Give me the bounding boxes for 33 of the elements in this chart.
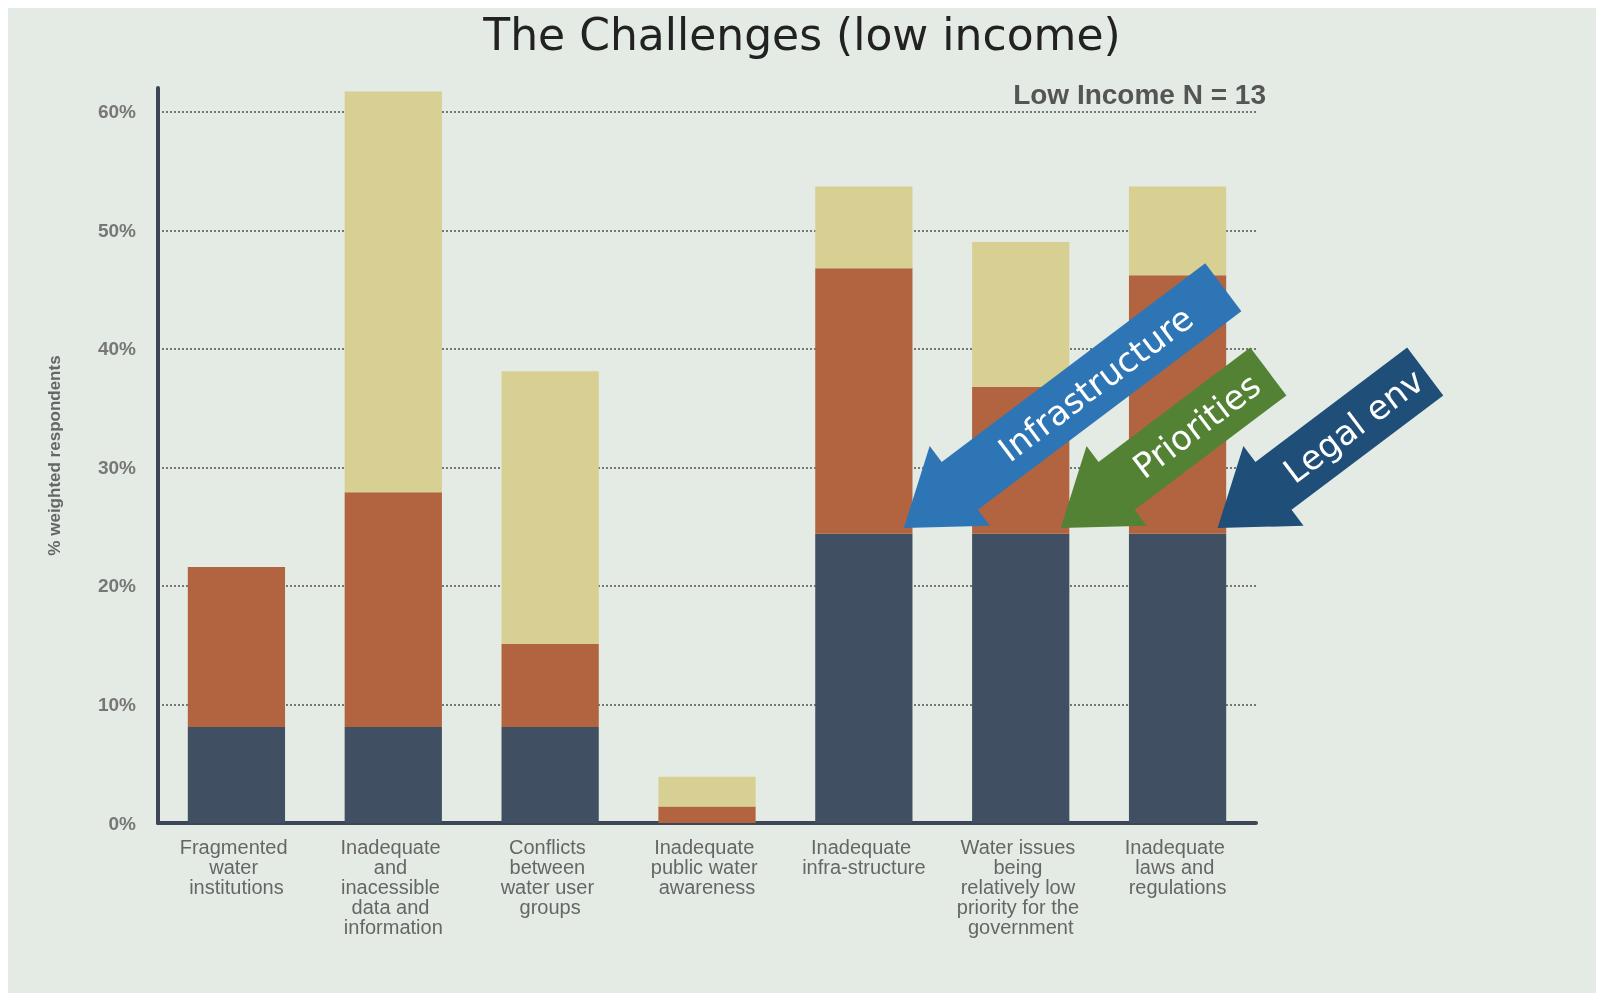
x-tick-label: Inadequate laws and regulations	[1124, 836, 1231, 898]
y-tick-label: 0%	[108, 812, 137, 834]
annotation: Low Income N = 13	[1013, 78, 1267, 110]
x-tick-label: Inadequate and inacessible data and information	[340, 836, 447, 938]
bar	[501, 643, 599, 727]
bar	[815, 268, 913, 534]
bar	[658, 776, 756, 807]
x-tick-label: Inadequate infra-structure	[802, 836, 926, 878]
bar	[344, 492, 442, 727]
y-tick-label: 40%	[97, 338, 137, 360]
bar	[972, 533, 1070, 823]
y-tick-label: 10%	[97, 693, 137, 715]
chart-title: The Challenges (low income)	[482, 8, 1121, 60]
bar	[501, 726, 599, 823]
bar	[815, 533, 913, 823]
y-tick-label: 60%	[97, 101, 137, 123]
bar	[658, 806, 756, 823]
x-tick-label: Fragmented water institutions	[179, 836, 294, 898]
x-tick-label: Water issues being relatively low priority for the government	[956, 836, 1085, 938]
bar	[1128, 533, 1227, 823]
y-tick-label: 20%	[97, 575, 137, 597]
bar	[344, 726, 442, 823]
bar	[1128, 186, 1227, 276]
bar	[187, 566, 286, 727]
x-tick-label: Conflicts between water user groups	[499, 836, 600, 918]
x-tick-label: Inadequate public water awareness	[650, 836, 764, 898]
bar	[815, 186, 913, 269]
y-axis-title: % weighted respondents	[45, 355, 64, 556]
y-tick-label: 50%	[97, 219, 137, 241]
bar	[501, 371, 599, 644]
bar	[187, 726, 286, 823]
y-tick-label: 30%	[97, 456, 137, 478]
bar	[344, 91, 442, 493]
